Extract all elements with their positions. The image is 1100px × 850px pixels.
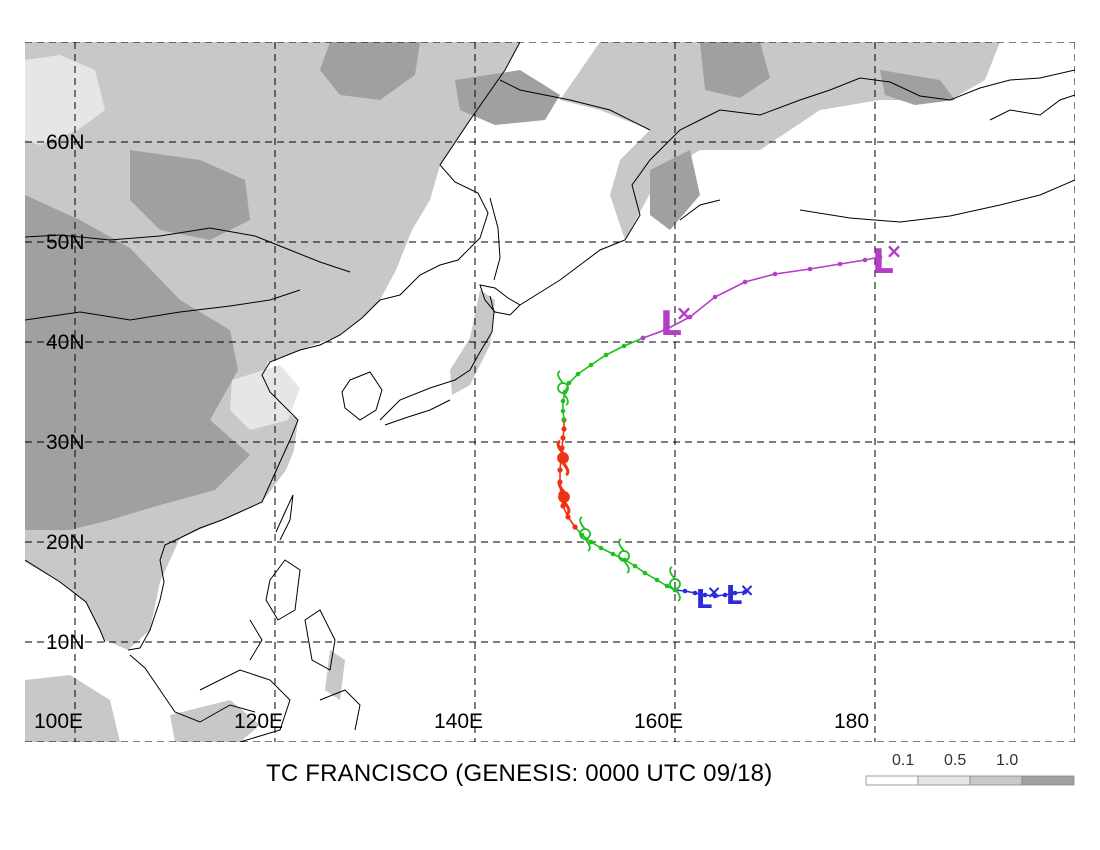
track-point [732, 590, 738, 596]
track-point [692, 590, 698, 596]
tropical-storm-icon [669, 566, 681, 602]
lat-label-50n: 50N [46, 231, 85, 254]
track-point [837, 261, 843, 267]
track-point [588, 539, 594, 545]
position-x-mark: × [706, 582, 721, 603]
track-point [712, 593, 718, 599]
track-point [561, 417, 567, 423]
track-point [560, 503, 566, 509]
track-segment-tropical-storm-2 [562, 337, 644, 421]
track-point [682, 588, 688, 594]
lat-label-40n: 40N [46, 331, 85, 354]
tropical-storm-icon [618, 538, 630, 574]
track-point [742, 279, 748, 285]
position-x-mark: × [676, 301, 693, 325]
lat-label-60n: 60N [46, 131, 85, 154]
storm-symbols: L L× ×L×L× [556, 239, 903, 615]
lon-label-120e: 120E [234, 710, 283, 733]
track-point [687, 314, 693, 320]
low-symbol: L [696, 585, 713, 615]
typhoon-icon [557, 478, 571, 516]
lon-label-100e: 100E [34, 710, 83, 733]
low-symbol: L [726, 581, 743, 611]
track-point [560, 398, 566, 404]
track-point [560, 408, 566, 414]
track-point [561, 426, 567, 432]
track-point [621, 343, 627, 349]
latitude-labels: 10N 20N 30N 40N 50N 60N [46, 131, 85, 654]
track-point [572, 524, 578, 530]
track-point [877, 254, 883, 260]
map-title: TC FRANCISCO (GENESIS: 0000 UTC 09/18) [266, 760, 773, 787]
lon-label-160e: 160E [634, 710, 683, 733]
lon-label-180: 180 [834, 710, 869, 733]
extratropical-low-symbol: L [872, 242, 894, 282]
storm-track [557, 254, 883, 599]
track-point [772, 271, 778, 277]
coastlines [25, 42, 1075, 742]
track-point [610, 551, 616, 557]
scale-swatch-3 [1021, 775, 1075, 786]
track-point [603, 352, 609, 358]
extratropical-low-symbol: L [660, 304, 682, 344]
track-point [560, 435, 566, 441]
track-point [632, 563, 638, 569]
terrain-shading [25, 42, 1000, 742]
lat-label-30n: 30N [46, 431, 85, 454]
track-point [642, 570, 648, 576]
longitude-labels: 100E 120E 140E 160E 180 [34, 710, 869, 733]
scale-label-1: 0.5 [944, 752, 966, 769]
track-point [807, 266, 813, 272]
track-point [742, 589, 748, 595]
track-point [722, 592, 728, 598]
typhoon-icon [556, 439, 570, 477]
track-point [575, 371, 581, 377]
track-point [712, 294, 718, 300]
position-x-mark: × [739, 580, 754, 601]
track-point [566, 380, 572, 386]
track-point [662, 327, 668, 333]
terrain-scale-legend: 0.1 0.5 1.0 [865, 752, 1075, 786]
lat-lon-grid [25, 42, 1075, 742]
scale-label-0: 0.1 [892, 752, 914, 769]
scale-swatch-2 [969, 775, 1023, 786]
track-segment-extratropical [642, 256, 881, 339]
scale-label-2: 1.0 [996, 752, 1018, 769]
scale-swatch-1 [917, 775, 971, 786]
lat-label-10n: 10N [46, 631, 85, 654]
lat-label-20n: 20N [46, 531, 85, 554]
track-point [640, 335, 646, 341]
track-point [702, 592, 708, 598]
track-point [664, 583, 670, 589]
lon-label-140e: 140E [434, 710, 483, 733]
track-point [565, 514, 571, 520]
track-point [588, 362, 594, 368]
track-point [862, 257, 868, 263]
tropical-storm-icon [557, 370, 569, 406]
track-point [557, 467, 563, 473]
track-point [598, 545, 604, 551]
tropical-storm-icon [579, 516, 591, 552]
scale-swatch-0 [865, 775, 919, 786]
track-point [654, 577, 660, 583]
position-x-mark: × [886, 239, 903, 263]
